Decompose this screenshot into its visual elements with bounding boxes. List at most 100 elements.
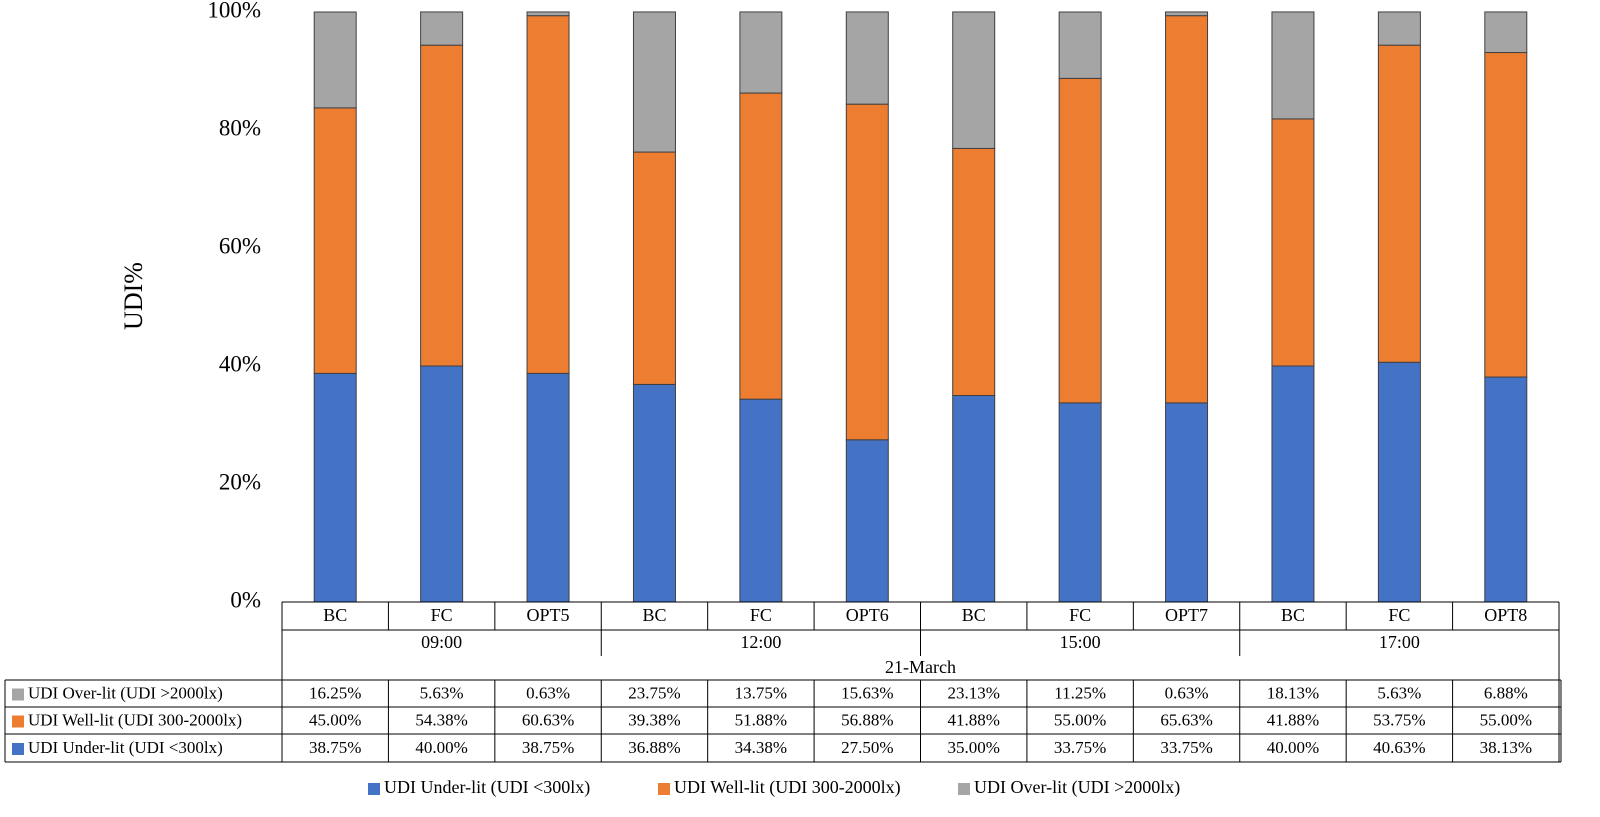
y-axis-label: UDI% xyxy=(119,262,148,330)
bar-segment-well-lit xyxy=(952,147,996,396)
table-legend-key xyxy=(12,715,24,728)
table-cell: 6.88% xyxy=(1484,683,1528,702)
table-cell: 41.88% xyxy=(1267,710,1319,729)
table-row-label: UDI Under-lit (UDI <300lx) xyxy=(28,738,223,757)
bar-segment-over-lit xyxy=(739,11,783,94)
bar-segment-under-lit xyxy=(632,383,676,603)
data-table: BC FC OPT5 BC FC OPT6 BC FC OPT7 BC FC OPT8 09:00 12:… xyxy=(4,601,1562,763)
table-cell: 27.50% xyxy=(841,738,893,757)
category-label: FC xyxy=(1388,605,1410,625)
table-cell: 33.75% xyxy=(1054,738,1106,757)
table-legend-key xyxy=(12,743,24,755)
table-cell: 45.00% xyxy=(309,710,361,729)
legend-swatch xyxy=(368,783,380,795)
table-row-label: UDI Over-lit (UDI >2000lx) xyxy=(28,683,223,702)
category-label: BC xyxy=(323,605,347,625)
table-cell: 16.25% xyxy=(309,683,361,702)
table-row-label: UDI Well-lit (UDI 300-2000lx) xyxy=(28,710,242,729)
category-label: OPT5 xyxy=(527,605,570,625)
table-cell: 23.75% xyxy=(628,683,680,702)
bar-segment-over-lit xyxy=(1377,11,1421,46)
bar-segment-under-lit xyxy=(1165,402,1209,603)
table-legend-key xyxy=(12,688,24,701)
y-tick-label: 40% xyxy=(219,351,261,376)
legend-swatch xyxy=(958,783,970,795)
bar-segment-well-lit xyxy=(1165,15,1209,404)
table-cell: 5.63% xyxy=(420,683,464,702)
table-cell: 0.63% xyxy=(1165,683,1209,702)
table-cell: 65.63% xyxy=(1160,710,1212,729)
category-label: FC xyxy=(750,605,772,625)
bar-segment-well-lit xyxy=(313,107,357,374)
table-cell: 23.13% xyxy=(947,683,999,702)
table-cell: 55.00% xyxy=(1480,710,1532,729)
bar-segment-over-lit xyxy=(1165,11,1209,17)
table-cell: 53.75% xyxy=(1373,710,1425,729)
category-label: OPT8 xyxy=(1484,605,1527,625)
bar-segment-under-lit xyxy=(526,372,570,603)
bar-segment-over-lit xyxy=(1484,11,1528,54)
category-label: BC xyxy=(962,605,986,625)
bar-segment-well-lit xyxy=(845,103,889,441)
bar-segment-under-lit xyxy=(952,395,996,603)
category-label: OPT6 xyxy=(846,605,889,625)
bar-segment-over-lit xyxy=(1058,11,1102,79)
table-cell: 41.88% xyxy=(947,710,999,729)
time-group-label: 09:00 xyxy=(421,632,462,652)
category-label: OPT7 xyxy=(1165,605,1208,625)
table-cell: 40.00% xyxy=(415,738,467,757)
legend-label: UDI Over-lit (UDI >2000lx) xyxy=(974,777,1180,798)
legend: UDI Under-lit (UDI <300lx) UDI Well-lit (… xyxy=(368,777,1180,798)
table-cell: 5.63% xyxy=(1377,683,1421,702)
bar-segment-over-lit xyxy=(845,11,889,105)
time-group-label: 15:00 xyxy=(1060,632,1101,652)
y-tick-label: 80% xyxy=(219,115,261,140)
bar-segment-over-lit xyxy=(1271,11,1315,120)
bar-segment-under-lit xyxy=(313,372,357,603)
bar-segment-well-lit xyxy=(420,44,464,367)
table-cell: 51.88% xyxy=(735,710,787,729)
bar-segment-well-lit xyxy=(739,92,783,400)
table-cell: 55.00% xyxy=(1054,710,1106,729)
category-label: BC xyxy=(642,605,666,625)
bar-segment-well-lit xyxy=(632,151,676,385)
bar-segment-under-lit xyxy=(1484,376,1528,603)
y-tick-label: 100% xyxy=(207,0,261,22)
bar-segment-under-lit xyxy=(1058,402,1102,603)
bar-segment-well-lit xyxy=(526,15,570,374)
category-label: FC xyxy=(1069,605,1091,625)
bar-segment-over-lit xyxy=(526,11,570,17)
bar-segment-over-lit xyxy=(632,11,676,153)
table-cell: 15.63% xyxy=(841,683,893,702)
category-label: BC xyxy=(1281,605,1305,625)
table-cell: 11.25% xyxy=(1054,683,1106,702)
table-cell: 38.13% xyxy=(1480,738,1532,757)
table-cell: 35.00% xyxy=(947,738,999,757)
table-cell: 60.63% xyxy=(522,710,574,729)
legend-label: UDI Under-lit (UDI <300lx) xyxy=(384,777,590,798)
bar-segment-well-lit xyxy=(1058,77,1102,404)
bar-segment-under-lit xyxy=(845,439,889,603)
table-cell: 38.75% xyxy=(522,738,574,757)
bars xyxy=(313,11,1528,603)
bar-segment-under-lit xyxy=(420,365,464,603)
bar-segment-over-lit xyxy=(313,11,357,109)
bar-segment-under-lit xyxy=(1377,361,1421,603)
table-cell: 40.00% xyxy=(1267,738,1319,757)
table-cell: 54.38% xyxy=(415,710,467,729)
time-group-label: 12:00 xyxy=(740,632,781,652)
bar-segment-over-lit xyxy=(420,11,464,46)
y-axis-ticks: 0% 20% 40% 60% 80% 100% xyxy=(207,0,261,612)
category-label: FC xyxy=(431,605,453,625)
legend-swatch xyxy=(658,783,670,795)
date-group-label: 21-March xyxy=(885,657,956,677)
time-group-label: 17:00 xyxy=(1379,632,1420,652)
bar-segment-well-lit xyxy=(1377,44,1421,363)
table-cell: 38.75% xyxy=(309,738,361,757)
table-cell: 36.88% xyxy=(628,738,680,757)
bar-segment-well-lit xyxy=(1484,52,1528,378)
y-tick-label: 0% xyxy=(230,587,261,612)
table-cell: 18.13% xyxy=(1267,683,1319,702)
table-cell: 0.63% xyxy=(526,683,570,702)
